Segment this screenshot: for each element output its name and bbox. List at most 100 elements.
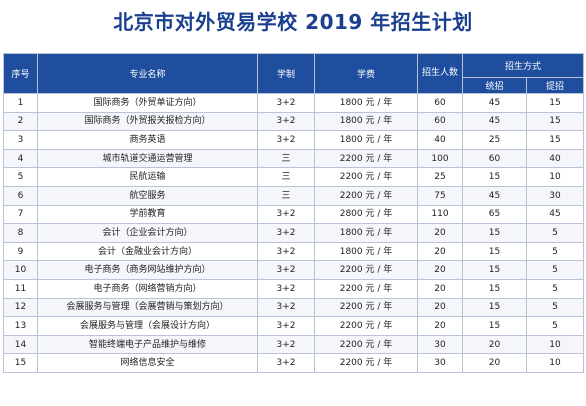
cell-unified: 25 bbox=[462, 130, 527, 150]
cell-no: 5 bbox=[3, 167, 38, 187]
cell-early: 5 bbox=[525, 297, 585, 318]
cell-early: 10 bbox=[525, 167, 585, 187]
header-major: 专业名称 bbox=[37, 53, 258, 94]
cell-major: 国际商务（外贸单证方向） bbox=[37, 93, 258, 113]
cell-major: 会展服务与管理（会展设计方向） bbox=[37, 316, 258, 336]
cell-total: 20 bbox=[417, 223, 463, 243]
table-header: 序号 专业名称 学制 学费 招生人数 招生方式 统招 提招 bbox=[3, 53, 585, 94]
cell-early: 45 bbox=[525, 204, 585, 225]
cell-early: 5 bbox=[525, 260, 585, 280]
cell-unified: 15 bbox=[462, 167, 527, 187]
cell-total: 20 bbox=[417, 260, 463, 280]
cell-fee: 2200 元 / 年 bbox=[314, 148, 418, 169]
table-body: 1 国际商务（外贸单证方向） 3+2 1800 元 / 年 60 45 15 2 国际商务（外贸… bbox=[3, 93, 585, 373]
cell-system: 3+2 bbox=[257, 223, 315, 243]
cell-unified: 15 bbox=[462, 260, 527, 280]
cell-no: 1 bbox=[3, 93, 38, 113]
cell-no: 6 bbox=[3, 185, 38, 206]
cell-system: 3+2 bbox=[257, 241, 315, 262]
cell-major: 会展服务与管理（会展营销与策划方向） bbox=[37, 297, 258, 318]
cell-no: 9 bbox=[3, 241, 38, 262]
header-fee: 学费 bbox=[314, 53, 418, 94]
cell-early: 5 bbox=[525, 241, 585, 262]
cell-system: 3+2 bbox=[257, 297, 315, 318]
cell-system: 3+2 bbox=[257, 204, 315, 225]
table-row: 9 会计（金融业会计方向） 3+2 1800 元 / 年 20 15 5 bbox=[3, 241, 585, 262]
cell-early: 10 bbox=[525, 334, 585, 355]
cell-fee: 2200 元 / 年 bbox=[314, 297, 418, 318]
table-row: 6 航空服务三 2200 元 / 年 75 45 30 bbox=[3, 185, 585, 206]
cell-system: 3+2 bbox=[257, 93, 315, 113]
cell-early: 5 bbox=[525, 278, 585, 299]
cell-major: 智能终端电子产品维护与维修 bbox=[37, 334, 258, 355]
cell-total: 40 bbox=[417, 130, 463, 150]
cell-fee: 2200 元 / 年 bbox=[314, 316, 418, 336]
enrollment-plan-table: 序号 专业名称 学制 学费 招生人数 招生方式 统招 提招 1 国际商务（外贸单证… bbox=[3, 53, 585, 373]
cell-early: 15 bbox=[525, 130, 585, 150]
cell-total: 20 bbox=[417, 316, 463, 336]
cell-unified: 20 bbox=[462, 353, 527, 373]
cell-unified: 15 bbox=[462, 278, 527, 299]
cell-total: 110 bbox=[417, 204, 463, 225]
cell-major: 商务英语 bbox=[37, 130, 258, 150]
cell-system: 三 bbox=[257, 167, 315, 187]
cell-unified: 15 bbox=[462, 316, 527, 336]
table-row: 8 会计（企业会计方向） 3+2 1800 元 / 年 20 15 5 bbox=[3, 223, 585, 243]
cell-system: 3+2 bbox=[257, 334, 315, 355]
cell-total: 30 bbox=[417, 353, 463, 373]
cell-total: 60 bbox=[417, 93, 463, 113]
cell-fee: 1800 元 / 年 bbox=[314, 223, 418, 243]
cell-system: 3+2 bbox=[257, 111, 315, 132]
table-row: 14 智能终端电子产品维护与维修 3+2 2200 元 / 年 30 20 10 bbox=[3, 334, 585, 355]
cell-system: 3+2 bbox=[257, 130, 315, 150]
cell-fee: 2200 元 / 年 bbox=[314, 278, 418, 299]
cell-early: 5 bbox=[525, 316, 585, 336]
cell-fee: 2200 元 / 年 bbox=[314, 185, 418, 206]
table-row: 5 民航运输三 2200 元 / 年 25 15 10 bbox=[3, 167, 585, 187]
table-row: 7 学前教育 3+2 2800 元 / 年 110 65 45 bbox=[3, 204, 585, 225]
cell-system: 3+2 bbox=[257, 260, 315, 280]
cell-early: 5 bbox=[525, 223, 585, 243]
cell-major: 会计（金融业会计方向） bbox=[37, 241, 258, 262]
table-row: 13 会展服务与管理（会展设计方向） 3+2 2200 元 / 年 20 15 5 bbox=[3, 316, 585, 336]
table-row: 15 网络信息安全 3+2 2200 元 / 年 30 20 10 bbox=[3, 353, 585, 373]
cell-total: 75 bbox=[417, 185, 463, 206]
cell-fee: 1800 元 / 年 bbox=[314, 111, 418, 132]
cell-no: 10 bbox=[3, 260, 38, 280]
header-system: 学制 bbox=[257, 53, 315, 94]
cell-fee: 2800 元 / 年 bbox=[314, 204, 418, 225]
table-row: 2 国际商务（外贸报关报检方向） 3+2 1800 元 / 年 60 45 15 bbox=[3, 111, 585, 132]
cell-unified: 60 bbox=[462, 148, 527, 169]
cell-early: 40 bbox=[525, 148, 585, 169]
cell-total: 20 bbox=[417, 297, 463, 318]
cell-early: 15 bbox=[525, 93, 585, 113]
cell-fee: 2200 元 / 年 bbox=[314, 167, 418, 187]
header-unified: 统招 bbox=[462, 77, 527, 94]
cell-unified: 45 bbox=[462, 93, 527, 113]
header-no: 序号 bbox=[3, 53, 38, 94]
header-enroll: 招生人数 bbox=[417, 53, 463, 94]
cell-no: 11 bbox=[3, 278, 38, 299]
cell-system: 3+2 bbox=[257, 353, 315, 373]
cell-major: 电子商务（网络营销方向） bbox=[37, 278, 258, 299]
cell-total: 100 bbox=[417, 148, 463, 169]
cell-no: 14 bbox=[3, 334, 38, 355]
header-method: 招生方式 bbox=[461, 53, 585, 78]
cell-system: 三 bbox=[257, 148, 315, 169]
cell-early: 30 bbox=[525, 185, 585, 206]
cell-no: 15 bbox=[3, 353, 38, 373]
cell-major: 电子商务（商务网站维护方向） bbox=[37, 260, 258, 280]
cell-total: 60 bbox=[417, 111, 463, 132]
table-row: 11 电子商务（网络营销方向） 3+2 2200 元 / 年 20 15 5 bbox=[3, 278, 585, 299]
cell-total: 20 bbox=[417, 241, 463, 262]
page-title: 北京市对外贸易学校 2019 年招生计划 bbox=[113, 10, 473, 34]
cell-total: 20 bbox=[417, 278, 463, 299]
cell-unified: 20 bbox=[462, 334, 527, 355]
cell-no: 8 bbox=[3, 223, 38, 243]
table-row: 1 国际商务（外贸单证方向） 3+2 1800 元 / 年 60 45 15 bbox=[3, 93, 585, 113]
cell-major: 国际商务（外贸报关报检方向） bbox=[37, 111, 258, 132]
cell-no: 12 bbox=[3, 297, 38, 318]
cell-unified: 45 bbox=[462, 185, 527, 206]
cell-no: 13 bbox=[3, 316, 38, 336]
